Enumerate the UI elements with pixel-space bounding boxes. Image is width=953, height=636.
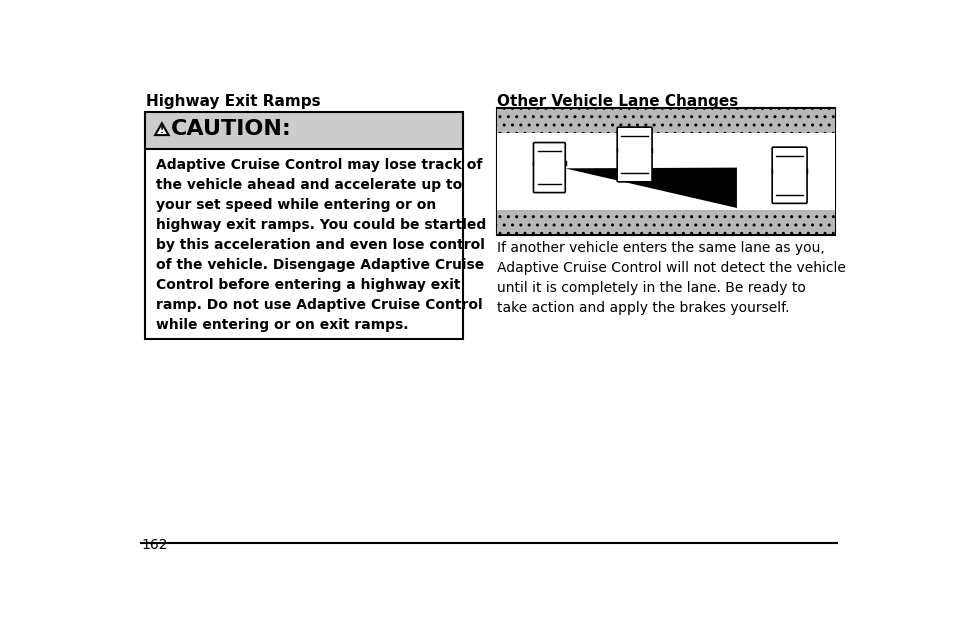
Bar (497, 109, 834, 134)
Text: !: ! (160, 127, 164, 135)
Text: Highway Exit Ramps: Highway Exit Ramps (146, 94, 320, 109)
Text: 162: 162 (141, 538, 168, 552)
Text: CAUTION:: CAUTION: (171, 120, 292, 139)
Polygon shape (564, 168, 736, 208)
Bar (145, 112, 462, 149)
Polygon shape (155, 123, 169, 135)
Bar (145, 112, 462, 339)
Bar (497, 134, 834, 209)
FancyBboxPatch shape (617, 127, 652, 182)
FancyBboxPatch shape (771, 147, 806, 204)
Text: Other Vehicle Lane Changes: Other Vehicle Lane Changes (497, 94, 738, 109)
FancyBboxPatch shape (533, 142, 565, 193)
Text: Adaptive Cruise Control may lose track of
the vehicle ahead and accelerate up to: Adaptive Cruise Control may lose track o… (155, 158, 485, 333)
Bar (497, 108, 835, 235)
Bar (145, 149, 462, 339)
Bar (497, 209, 834, 234)
Text: If another vehicle enters the same lane as you,
Adaptive Cruise Control will not: If another vehicle enters the same lane … (497, 241, 844, 315)
